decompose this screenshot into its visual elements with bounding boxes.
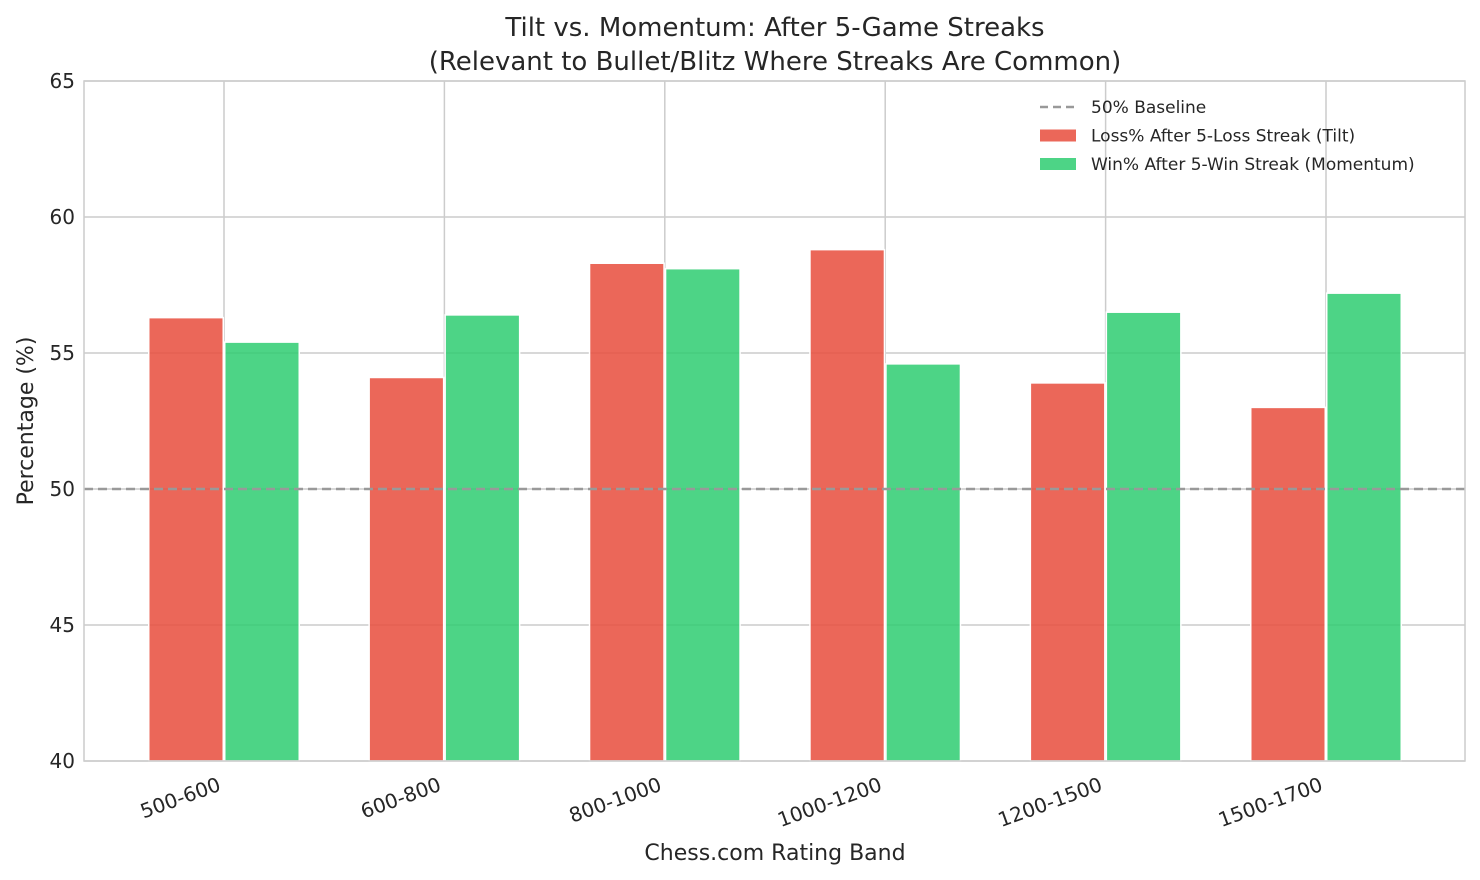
chart-title: Tilt vs. Momentum: After 5-Game Streaks — [504, 13, 1044, 43]
bar-loss-800-1000 — [588, 262, 665, 762]
legend: 50% Baseline Loss% After 5-Loss Streak (T… — [1040, 98, 1415, 175]
chart-subtitle: (Relevant to Bullet/Blitz Where Streaks … — [429, 47, 1122, 77]
bar-loss-1200-1500 — [1029, 382, 1106, 762]
x-tick-label: 500-600 — [137, 772, 224, 823]
plot-frame — [83, 80, 1466, 762]
bar-loss-1500-1700 — [1250, 406, 1326, 762]
legend-swatch-loss — [1040, 129, 1076, 142]
legend-label-baseline: 50% Baseline — [1091, 98, 1206, 118]
y-axis-ticks: 40 45 50 55 60 65 — [50, 69, 75, 773]
x-tick-label: 600-800 — [357, 772, 444, 823]
x-axis-ticks: 500-600 600-800 800-1000 1000-1200 1200-1500… — [137, 772, 1326, 832]
y-axis-label: Percentage (%) — [14, 337, 39, 506]
bar-win-800-1000 — [664, 267, 741, 762]
bar-win-1000-1200 — [885, 363, 962, 762]
legend-swatch-win — [1040, 158, 1076, 170]
y-tick-label: 60 — [50, 205, 75, 229]
x-tick-label: 1500-1700 — [1215, 772, 1326, 832]
bar-loss-500-600 — [148, 316, 224, 762]
bars — [148, 248, 1402, 762]
bar-win-600-800 — [444, 314, 521, 762]
bar-win-1200-1500 — [1105, 311, 1182, 762]
x-axis-label: Chess.com Rating Band — [644, 841, 905, 866]
y-tick-label: 45 — [50, 613, 75, 637]
x-tick-label: 1200-1500 — [995, 772, 1106, 832]
x-tick-label: 800-1000 — [566, 772, 665, 827]
legend-label-loss: Loss% After 5-Loss Streak (Tilt) — [1091, 127, 1355, 147]
x-tick-label: 1000-1200 — [774, 772, 885, 832]
bar-win-500-600 — [224, 341, 300, 762]
y-tick-label: 50 — [50, 477, 75, 501]
y-tick-label: 55 — [50, 341, 75, 365]
bar-loss-600-800 — [368, 376, 445, 762]
y-tick-label: 65 — [50, 69, 75, 93]
legend-label-win: Win% After 5-Win Streak (Momentum) — [1091, 155, 1415, 175]
y-tick-label: 40 — [50, 749, 75, 773]
bar-loss-1000-1200 — [809, 248, 886, 762]
bar-win-1500-1700 — [1326, 292, 1402, 762]
